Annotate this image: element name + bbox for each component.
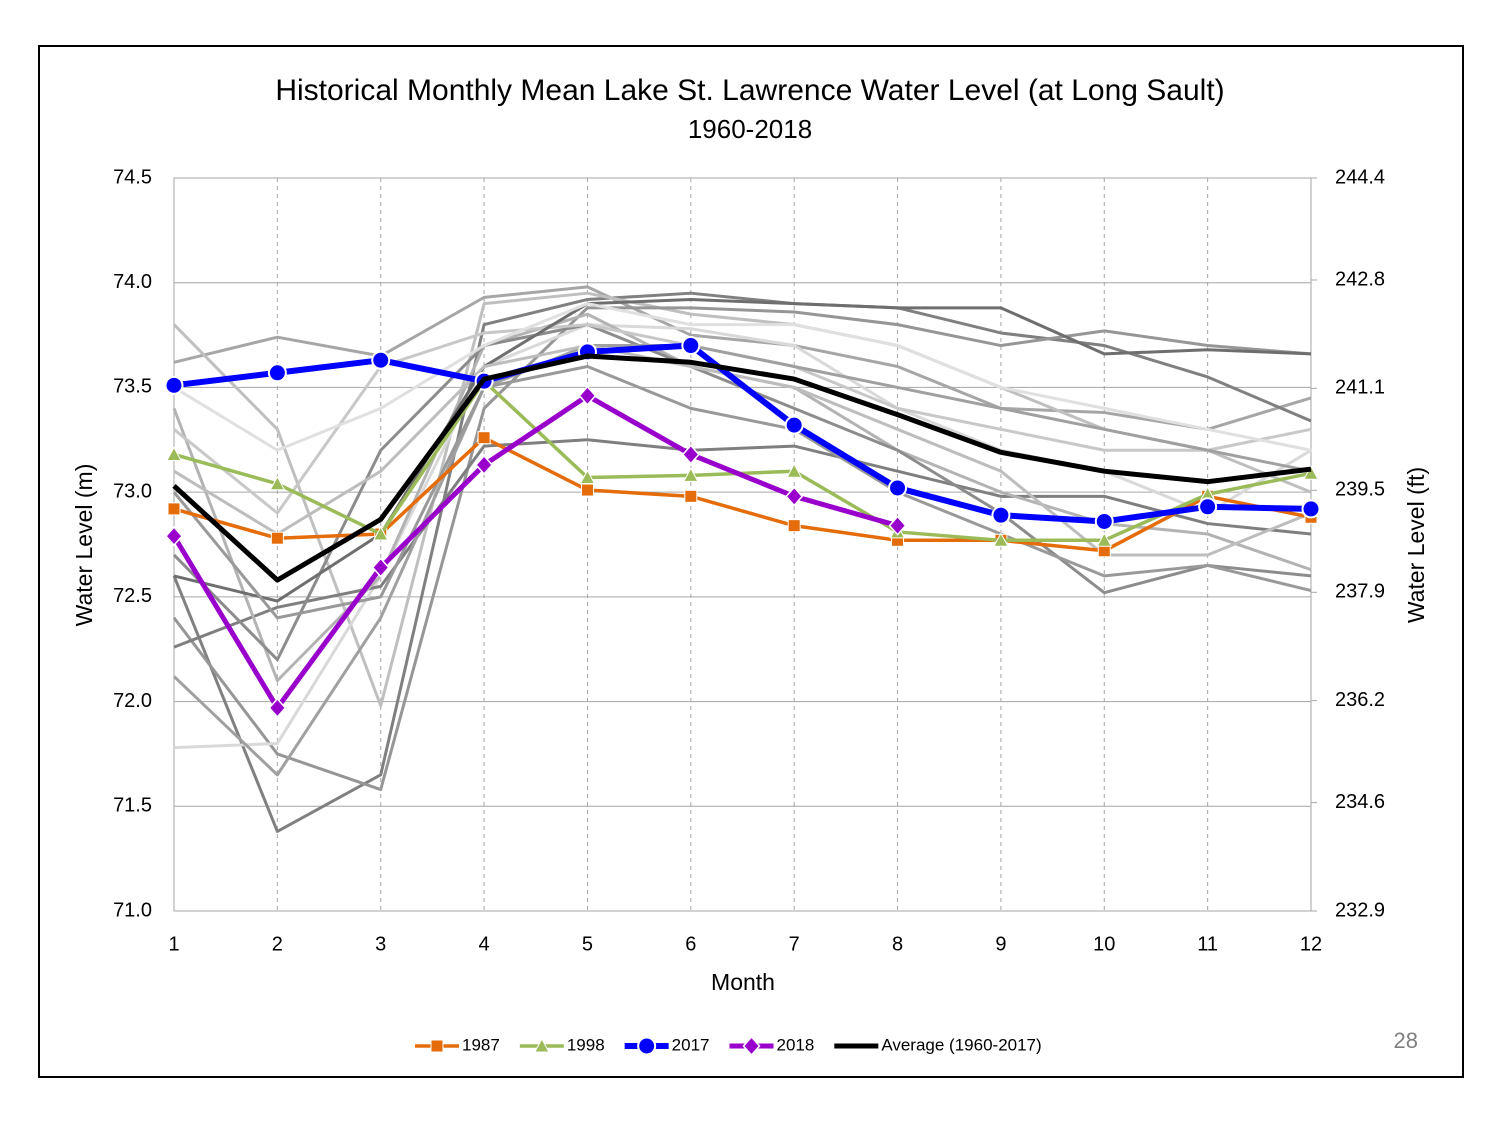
legend-marker — [637, 1036, 657, 1056]
marker — [167, 502, 181, 516]
marker — [1094, 511, 1114, 531]
series-line — [173, 435, 1312, 553]
marker — [164, 525, 184, 547]
x-tick-label: 1 — [168, 933, 179, 955]
marker — [1301, 499, 1321, 519]
background-line — [172, 364, 1312, 620]
marker — [372, 525, 389, 541]
marker — [477, 431, 491, 445]
legend-marker — [742, 1035, 761, 1057]
legend-marker — [430, 1039, 444, 1053]
background-line — [172, 306, 1312, 792]
legend-item: 1987 — [415, 1035, 500, 1054]
legend-label: 2017 — [672, 1035, 710, 1054]
legend-item: 2017 — [624, 1035, 710, 1056]
frame — [38, 45, 1464, 1078]
y-tick-label: 74.5 — [113, 166, 152, 188]
marker — [270, 531, 284, 545]
y2-tick-label: 242.8 — [1335, 268, 1385, 290]
marker — [888, 515, 907, 536]
marker — [578, 385, 597, 406]
marker — [785, 486, 804, 507]
x-tick-label: 12 — [1300, 933, 1322, 955]
y2-tick-label: 244.4 — [1335, 166, 1385, 188]
legend-label: 1987 — [462, 1035, 500, 1054]
x-tick-label: 6 — [685, 933, 696, 955]
legend-label: 1998 — [567, 1035, 605, 1054]
series-line — [172, 353, 1312, 583]
y-tick-label: 72.0 — [113, 690, 152, 712]
legend-item: 2018 — [729, 1035, 814, 1057]
x-tick-label: 4 — [479, 933, 490, 955]
x-tick-label: 8 — [892, 933, 903, 955]
marker — [1096, 532, 1113, 547]
x-tick-label: 7 — [789, 933, 800, 955]
y-tick-label: 71.5 — [113, 795, 152, 817]
y-tick-label: 73.5 — [113, 376, 152, 398]
series-line — [171, 393, 899, 711]
marker — [475, 454, 494, 476]
y2-tick-label: 237.9 — [1335, 581, 1385, 603]
marker — [371, 557, 390, 578]
marker — [579, 469, 596, 484]
y-tick-label: 73.0 — [113, 480, 152, 502]
y-axis-label: Water Level (m) — [71, 464, 97, 627]
chart-subtitle: 1960-2018 — [688, 114, 812, 144]
marker — [787, 519, 801, 533]
legend-label: Average (1960-2017) — [881, 1035, 1041, 1054]
legend-item: Average (1960-2017) — [834, 1035, 1042, 1054]
marker — [991, 505, 1011, 525]
marker — [269, 475, 286, 491]
marker — [786, 463, 803, 478]
marker — [888, 478, 908, 498]
page-number: 28 — [1394, 1028, 1418, 1053]
marker — [993, 532, 1009, 547]
marker — [1303, 465, 1319, 480]
y-tick-label: 72.5 — [113, 585, 152, 607]
y2-tick-label: 239.5 — [1335, 479, 1385, 501]
x-tick-label: 9 — [995, 933, 1006, 955]
x-tick-label: 2 — [272, 933, 283, 955]
y-tick-label: 74.0 — [113, 271, 152, 293]
marker — [164, 375, 184, 395]
marker — [268, 697, 287, 718]
background-line — [173, 285, 1312, 431]
y2-axis-label: Water Level (ft) — [1403, 467, 1429, 623]
background-line — [173, 344, 1312, 557]
background-line — [172, 344, 1312, 777]
y2-tick-label: 241.1 — [1335, 377, 1385, 399]
x-tick-label: 3 — [375, 933, 386, 955]
x-tick-label: 5 — [582, 933, 593, 955]
marker — [267, 363, 287, 383]
x-tick-label: 11 — [1197, 933, 1218, 955]
background-line — [173, 302, 1312, 452]
legend-item: 1998 — [519, 1035, 605, 1054]
y2-tick-label: 234.6 — [1335, 791, 1385, 813]
y2-tick-label: 232.9 — [1335, 899, 1385, 921]
marker — [681, 444, 700, 465]
legend-label: 2018 — [776, 1035, 814, 1054]
background-line — [173, 323, 1312, 750]
marker — [684, 489, 698, 503]
marker — [682, 467, 699, 482]
x-tick-label: 10 — [1093, 933, 1115, 955]
series-line — [173, 342, 1312, 525]
marker — [784, 415, 804, 435]
marker — [371, 350, 391, 370]
y2-tick-label: 236.2 — [1335, 689, 1385, 711]
y-tick-label: 71.0 — [113, 899, 152, 921]
legend-marker — [533, 1037, 550, 1053]
marker — [681, 336, 701, 356]
x-axis-label: Month — [711, 969, 775, 995]
chart-title: Historical Monthly Mean Lake St. Lawrenc… — [275, 74, 1224, 107]
background-line — [173, 297, 1312, 603]
marker — [1198, 497, 1218, 517]
marker — [166, 446, 182, 461]
marker — [580, 483, 594, 497]
